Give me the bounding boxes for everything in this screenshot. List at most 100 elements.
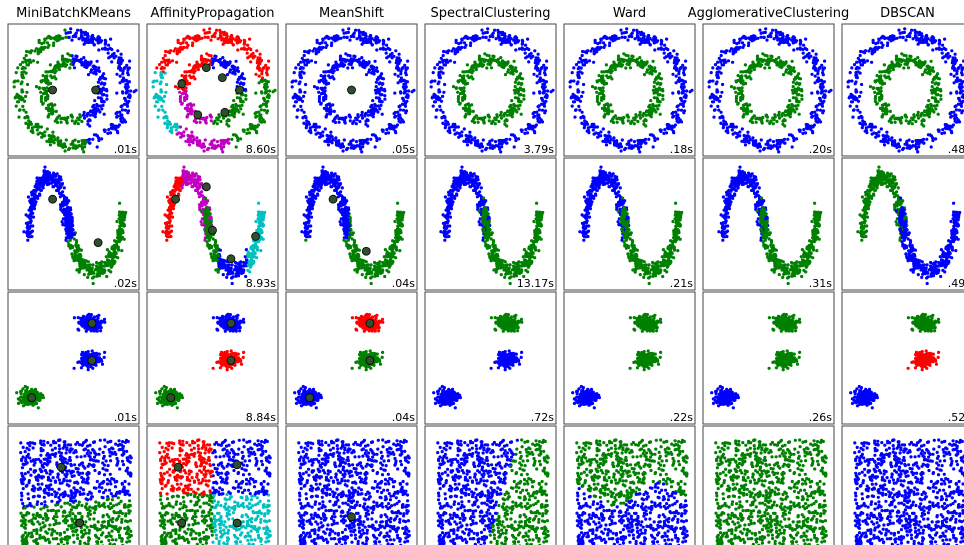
data-point	[791, 35, 796, 39]
data-point	[951, 58, 955, 62]
data-point	[235, 107, 239, 111]
data-point	[300, 108, 304, 112]
data-point	[296, 63, 301, 67]
data-point	[192, 37, 196, 41]
data-point	[85, 112, 90, 116]
data-point	[351, 121, 355, 125]
data-point	[581, 90, 585, 94]
data-point	[208, 27, 212, 31]
data-point	[636, 119, 640, 124]
data-point	[458, 86, 462, 90]
data-point	[606, 139, 610, 143]
data-point	[404, 85, 408, 89]
data-point	[245, 131, 249, 135]
data-point	[871, 125, 875, 129]
data-point	[592, 132, 596, 136]
data-point	[777, 116, 782, 120]
data-point	[736, 86, 740, 90]
data-point	[523, 51, 527, 55]
data-point	[195, 139, 199, 143]
data-point	[172, 125, 176, 129]
data-point	[298, 75, 302, 79]
data-point	[601, 86, 605, 90]
data-point	[437, 88, 441, 92]
data-point	[737, 41, 741, 45]
data-point	[41, 92, 46, 96]
data-point	[578, 108, 582, 112]
data-point	[61, 36, 65, 40]
data-point	[107, 43, 111, 47]
data-point	[224, 61, 228, 65]
data-point	[545, 59, 549, 63]
data-point	[358, 139, 362, 143]
data-point	[175, 122, 179, 126]
data-point	[219, 142, 223, 146]
panel: .20s	[702, 23, 835, 157]
data-point	[598, 41, 602, 45]
data-point	[401, 120, 406, 124]
data-point	[597, 74, 601, 78]
data-point	[206, 58, 210, 62]
data-point	[155, 100, 160, 104]
data-point	[790, 38, 794, 42]
data-point	[253, 112, 257, 116]
data-point	[460, 134, 464, 138]
data-point	[102, 82, 106, 86]
data-point	[394, 131, 398, 135]
data-point	[772, 37, 776, 41]
data-point	[648, 70, 652, 74]
data-point	[780, 64, 784, 68]
data-point	[358, 60, 362, 65]
data-point	[347, 27, 351, 31]
data-point	[157, 108, 161, 112]
data-point	[953, 113, 957, 117]
data-point	[731, 52, 735, 56]
data-point	[235, 35, 240, 39]
data-point	[767, 59, 771, 64]
data-point	[497, 119, 501, 124]
data-point	[355, 37, 359, 41]
data-point	[341, 28, 345, 32]
data-point	[163, 53, 167, 58]
data-point	[671, 72, 675, 76]
data-point	[345, 35, 349, 40]
data-point	[238, 40, 242, 44]
data-point	[959, 63, 963, 67]
data-point	[454, 40, 458, 45]
data-point	[215, 122, 219, 126]
data-point	[396, 74, 400, 78]
data-point	[255, 131, 259, 135]
data-point	[170, 131, 174, 135]
data-point	[98, 104, 102, 108]
data-point	[95, 59, 99, 63]
data-point	[334, 61, 338, 66]
data-point	[101, 99, 105, 103]
data-point	[367, 61, 371, 65]
data-point	[814, 113, 818, 117]
data-point	[242, 128, 246, 132]
data-point	[263, 78, 267, 82]
data-point	[786, 34, 790, 38]
data-point	[730, 128, 734, 132]
data-point	[180, 74, 184, 78]
data-point	[380, 82, 384, 86]
data-point	[265, 89, 269, 93]
data-point	[775, 35, 779, 40]
data-point	[433, 79, 437, 83]
data-point	[370, 133, 374, 137]
data-point	[228, 70, 232, 74]
data-point	[715, 71, 719, 75]
data-point	[75, 58, 79, 62]
data-point	[164, 49, 168, 54]
data-point	[890, 136, 894, 140]
data-point	[751, 136, 755, 140]
data-point	[468, 130, 472, 134]
data-point	[219, 63, 223, 67]
data-point	[236, 66, 240, 70]
data-point	[544, 80, 549, 84]
data-point	[891, 34, 895, 38]
data-point	[729, 85, 734, 89]
data-point	[456, 90, 460, 94]
data-point	[374, 80, 378, 84]
data-point	[100, 137, 104, 141]
